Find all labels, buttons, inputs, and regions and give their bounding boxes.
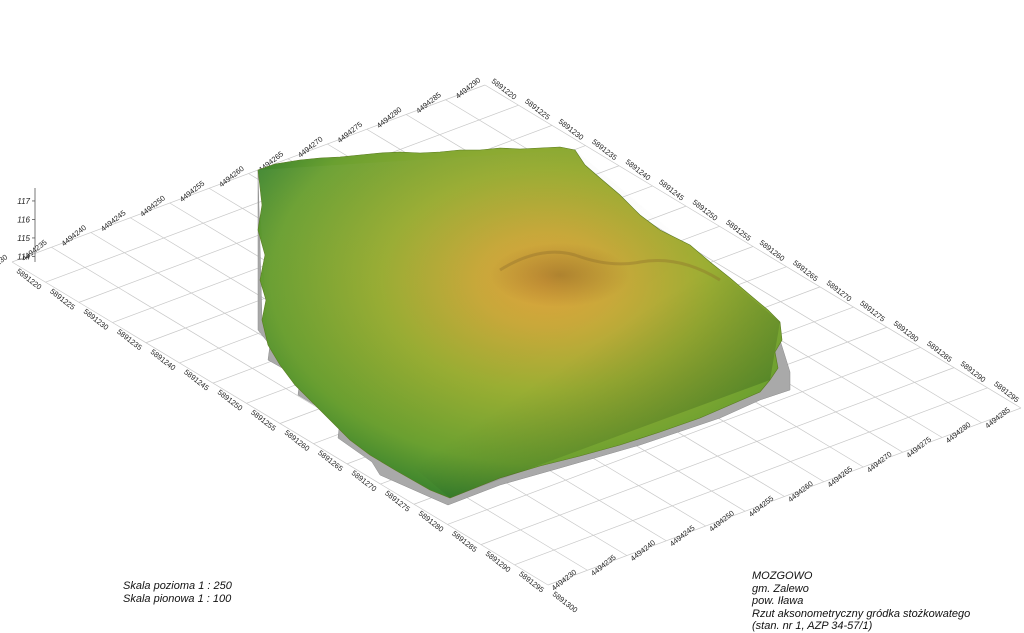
grid-line-northing	[11, 84, 486, 263]
grid-line-northing	[514, 387, 988, 566]
northing-tick-label: 5891270	[350, 468, 379, 493]
northing-tick-label: 5891220	[490, 76, 519, 101]
easting-tick-label: 4494270	[865, 450, 894, 475]
easting-tick-label: 4494275	[904, 435, 933, 460]
elevation-axis: 114 115 116 117	[17, 188, 36, 262]
northing-tick-label: 5891275	[383, 489, 412, 514]
easting-tick-label: 4494240	[629, 538, 658, 563]
northing-tick-label: 5891260	[283, 428, 312, 453]
easting-tick-label: 4494245	[668, 523, 697, 548]
easting-tick-label: 4494245	[99, 208, 128, 233]
easting-tick-label: 4494285	[414, 90, 443, 115]
easting-tick-label: 4494285	[983, 405, 1012, 430]
elevation-tick-label: 117	[17, 197, 30, 206]
northing-tick-label: 5891270	[825, 278, 854, 303]
elevation-tick-label: 114	[17, 252, 30, 261]
northing-tick-label: 5891295	[517, 569, 546, 594]
northing-tick-label: 5891300	[551, 589, 580, 614]
description: Rzut aksonometryczny gródka stożkowatego	[752, 607, 971, 620]
northing-tick-label: 5891295	[992, 379, 1021, 404]
hill-ridge	[499, 250, 721, 282]
elevation-tick-label: 115	[17, 234, 30, 243]
site-caption: MOZGOWO gm. Zalewo pow. Iława Rzut akson…	[752, 570, 970, 633]
easting-tick-label: 4494280	[944, 420, 973, 445]
northing-tick-label: 5891240	[149, 347, 178, 372]
easting-tick-label: 4494240	[60, 223, 89, 248]
easting-tick-label: 4494250	[138, 193, 167, 218]
northing-tick-label: 5891235	[590, 137, 619, 162]
terrain-model	[257, 146, 791, 506]
site-reference: (stan. nr 1, AZP 34-57/1)	[752, 620, 873, 632]
northing-tick-label: 5891220	[15, 266, 44, 291]
hill-summit	[490, 243, 630, 307]
easting-tick-label: 4494235	[589, 553, 618, 578]
grid-line-northing	[447, 347, 921, 525]
easting-tick-label: 4494230	[0, 252, 9, 277]
grid-line-northing	[480, 367, 955, 545]
easting-tick-label: 4494280	[375, 105, 404, 130]
easting-tick-label: 4494290	[454, 75, 483, 100]
easting-tick-label: 4494255	[178, 179, 207, 204]
horizontal-scale: Skala pozioma 1 : 250	[123, 580, 232, 592]
place-name: MOZGOWO	[752, 570, 813, 582]
easting-tick-label: 4494260	[786, 479, 815, 504]
northing-tick-label: 5891285	[925, 339, 954, 364]
northing-tick-label: 5891265	[316, 448, 345, 473]
easting-tick-label: 4494265	[826, 464, 855, 489]
northing-tick-label: 5891250	[691, 198, 720, 223]
elevation-tick-label: 116	[17, 215, 30, 224]
vertical-scale: Skala pionowa 1 : 100	[123, 592, 232, 605]
northing-tick-label: 5891260	[758, 238, 787, 263]
northing-tick-label: 5891225	[48, 287, 77, 312]
terrain-shading	[258, 150, 780, 498]
northing-tick-label: 5891230	[557, 117, 586, 142]
scale-legend: Skala pozioma 1 : 250 Skala pionowa 1 : …	[123, 580, 232, 605]
county: pow. Iława	[752, 595, 804, 607]
northing-tick-label: 5891275	[858, 299, 887, 324]
northing-tick-label: 5891245	[657, 177, 686, 202]
grid-line-northing	[547, 407, 1022, 586]
northing-tick-label: 5891250	[216, 388, 245, 413]
northing-tick-label: 5891235	[115, 327, 144, 352]
easting-tick-label: 4494255	[747, 494, 776, 519]
easting-tick-label: 4494250	[707, 509, 736, 534]
northing-tick-label: 5891245	[182, 367, 211, 392]
northing-tick-label: 5891280	[892, 319, 921, 344]
northing-tick-label: 5891230	[82, 307, 111, 332]
northing-tick-label: 5891280	[417, 509, 446, 534]
commune: gm. Zalewo	[752, 582, 809, 595]
easting-tick-label: 4494230	[550, 568, 579, 593]
northing-tick-label: 5891290	[959, 359, 988, 384]
northing-tick-label: 5891240	[624, 157, 653, 182]
easting-tick-label: 4494275	[335, 120, 364, 145]
northing-tick-label: 5891255	[724, 218, 753, 243]
easting-tick-label: 4494260	[217, 164, 246, 189]
northing-tick-label: 5891290	[484, 549, 513, 574]
easting-tick-label: 4494270	[296, 134, 325, 159]
northing-tick-label: 5891225	[523, 97, 552, 122]
northing-tick-label: 5891285	[450, 529, 479, 554]
northing-tick-label: 5891265	[791, 258, 820, 283]
northing-tick-label: 5891255	[249, 408, 278, 433]
